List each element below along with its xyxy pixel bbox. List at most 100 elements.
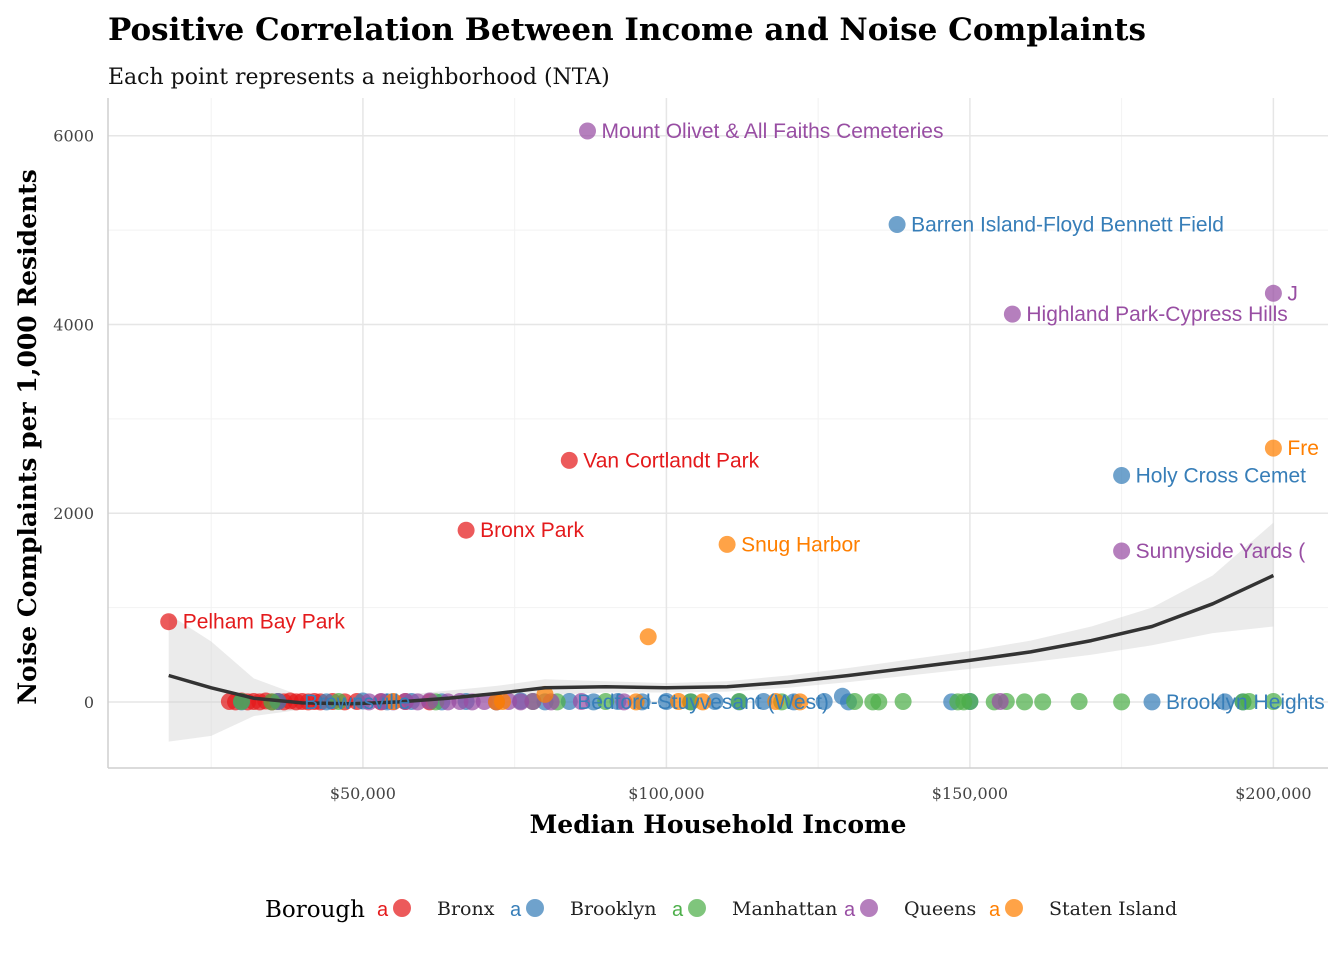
data-point: [1143, 693, 1161, 711]
legend-label: Bronx: [437, 898, 495, 920]
legend-item-staten-island: a Staten Island: [989, 898, 1177, 921]
data-point: [560, 451, 578, 469]
legend-key-glyph: a: [844, 899, 856, 921]
legend-title: Borough: [265, 897, 365, 923]
y-tick-label: 4000: [53, 316, 94, 335]
x-tick-label: $50,000: [330, 784, 396, 803]
data-point: [767, 693, 785, 710]
axes: [107, 98, 1328, 769]
data-point: [585, 693, 603, 711]
point-label: Brownsville: [304, 691, 410, 714]
data-point: [846, 693, 864, 710]
point-label: J: [1287, 282, 1298, 305]
point-label: Snug Harbor: [741, 533, 860, 556]
smooth-line: [168, 573, 1275, 706]
x-tick-label: $200,000: [1235, 784, 1311, 803]
data-point: [1003, 305, 1021, 323]
legend-item-bronx: a Bronx: [377, 898, 495, 921]
legend-key-point: [393, 899, 411, 917]
legend-key-point: [688, 899, 706, 917]
data-point: [1016, 693, 1033, 711]
data-point: [1240, 693, 1258, 710]
data-point: [639, 628, 657, 646]
data-point: [894, 693, 912, 710]
point-label: Bronx Park: [480, 519, 584, 542]
legend-key-point: [526, 899, 544, 917]
data-point: [1216, 693, 1234, 711]
legend-label: Queens: [904, 898, 976, 920]
data-point: [536, 685, 554, 703]
legend-item-brooklyn: a Brooklyn: [510, 898, 656, 921]
point-label: Highland Park-Cypress Hills: [1026, 303, 1287, 326]
data-point: [627, 693, 645, 711]
legend: Borough a Bronx a Brooklyn a Manhattan a Queens…: [265, 897, 1177, 923]
series-staten-island: [384, 439, 1282, 711]
gridlines: [108, 98, 1328, 768]
data-point: [694, 693, 712, 711]
data-point: [791, 693, 809, 711]
chart-subtitle: Each point represents a neighborhood (NT…: [108, 65, 610, 90]
data-point: [991, 693, 1009, 710]
data-point: [682, 693, 700, 711]
point-label: Bedford-Stuyvesant (West): [577, 691, 829, 714]
legend-label: Staten Island: [1049, 898, 1177, 920]
legend-label: Manhattan: [732, 898, 837, 920]
point-label: Fre: [1287, 437, 1319, 460]
legend-key-glyph: a: [377, 899, 389, 921]
data-point: [160, 613, 178, 631]
data-point: [1113, 467, 1131, 484]
data-point: [706, 693, 724, 710]
y-axis-title: Noise Complaints per 1,000 Residents: [13, 169, 42, 705]
data-point: [457, 521, 475, 539]
chart-title: Positive Correlation Between Income and …: [108, 12, 1146, 48]
point-label: Sunnyside Yards (: [1136, 540, 1306, 563]
data-point: [657, 693, 675, 710]
data-point: [615, 693, 633, 711]
data-point: [815, 693, 833, 710]
point-label: Brooklyn Heights: [1166, 691, 1325, 714]
legend-key-glyph: a: [989, 899, 1001, 921]
x-tick-label: $100,000: [628, 784, 704, 803]
legend-item-manhattan: a Manhattan: [672, 898, 837, 921]
data-point: [718, 535, 736, 553]
data-point: [730, 693, 748, 710]
data-point: [1264, 693, 1282, 710]
legend-item-queens: a Queens: [844, 898, 976, 921]
y-tick-label: 2000: [53, 504, 94, 523]
data-point: [579, 122, 596, 140]
data-point: [330, 693, 348, 710]
point-labels: Mount Olivet & All Faiths Cemeteries Barr…: [183, 120, 1325, 714]
data-point: [263, 693, 281, 711]
data-point: [1113, 693, 1131, 711]
data-point: [560, 693, 578, 710]
data-point: [1264, 439, 1282, 457]
data-point: [597, 693, 615, 710]
data-points: [160, 122, 1282, 711]
smooth-trend-line: [168, 573, 1275, 706]
data-point: [1113, 542, 1131, 560]
data-point: [1264, 284, 1282, 302]
point-label: Holy Cross Cemet: [1136, 465, 1307, 488]
data-point: [670, 693, 687, 710]
legend-key-point: [1005, 899, 1023, 917]
data-point: [1034, 693, 1052, 711]
data-point: [475, 693, 493, 710]
legend-label: Brooklyn: [570, 898, 656, 920]
tick-labels: $50,000 $100,000 $150,000 $200,000 0 2000 4000…: [53, 127, 1311, 803]
data-point: [888, 216, 906, 233]
point-label: Barren Island-Floyd Bennett Field: [911, 214, 1224, 237]
data-point: [494, 693, 511, 710]
data-point: [961, 693, 979, 710]
x-tick-label: $150,000: [932, 784, 1008, 803]
legend-key-point: [860, 899, 878, 917]
data-point: [870, 693, 888, 711]
legend-key-glyph: a: [672, 899, 684, 921]
y-tick-label: 0: [84, 693, 94, 712]
data-point: [755, 693, 772, 710]
data-point: [512, 693, 530, 711]
point-label: Pelham Bay Park: [183, 611, 346, 634]
point-label: Van Cortlandt Park: [583, 449, 759, 472]
y-tick-label: 6000: [53, 127, 94, 146]
legend-key-glyph: a: [510, 899, 522, 921]
